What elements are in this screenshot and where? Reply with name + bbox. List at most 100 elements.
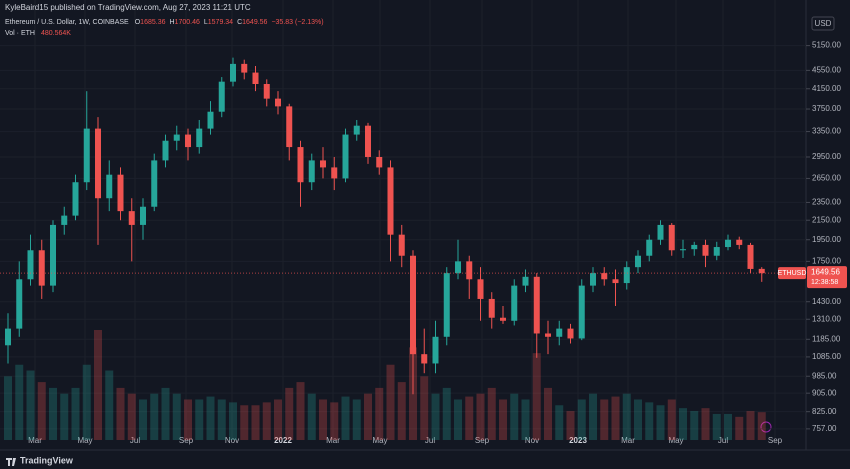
currency-box — [811, 16, 835, 31]
volume-bar — [431, 393, 440, 440]
ohlc-letter: C — [237, 19, 242, 26]
candle-body — [455, 261, 461, 274]
x-tick-label: Jul — [130, 436, 140, 445]
candle-body — [72, 182, 79, 216]
candle-body — [601, 273, 608, 280]
ohlc-letter: H — [169, 19, 174, 26]
candle-body — [511, 285, 518, 321]
volume-bar — [645, 402, 654, 440]
volume-legend: Vol · ETH 480.564K — [5, 30, 71, 37]
candle-body — [556, 328, 563, 337]
candle-body — [16, 279, 23, 329]
candle-body — [95, 128, 101, 199]
volume-bar — [172, 393, 181, 440]
candle-body — [522, 276, 529, 286]
candle-body — [533, 276, 540, 334]
volume-bar — [37, 382, 46, 440]
candle-body — [747, 244, 754, 269]
y-tick-label: 905.00 — [812, 388, 837, 397]
volume-bar — [454, 399, 462, 440]
candle-body — [466, 261, 473, 280]
volume-bar — [397, 382, 406, 440]
volume-bar — [105, 370, 114, 440]
volume-name: Vol · ETH — [5, 30, 35, 37]
volume-bar — [82, 364, 91, 440]
ohlc-letter: O — [135, 19, 141, 26]
volume-bar — [622, 393, 631, 440]
y-tick-label: 5150.00 — [812, 41, 841, 50]
candle-body — [5, 328, 11, 346]
y-tick-label: 1310.00 — [812, 314, 841, 323]
y-tick-label: 2950.00 — [812, 152, 841, 161]
volume-bar — [15, 364, 24, 440]
brand: TradingView — [20, 455, 74, 465]
ohlc-value: 1685.36 — [140, 19, 165, 26]
volume-bar — [690, 411, 699, 440]
candle-body — [477, 279, 484, 299]
volume-bar — [26, 370, 35, 440]
y-tick-label: 757.00 — [812, 424, 837, 433]
volume-bar — [307, 393, 316, 440]
candle-body — [230, 63, 236, 82]
candle-body — [218, 81, 225, 112]
volume-bar — [274, 399, 282, 440]
candle-body — [713, 247, 720, 256]
candle-body — [578, 285, 585, 339]
volume-bar — [667, 399, 676, 440]
y-tick-label: 1950.00 — [812, 235, 841, 244]
ohlc-value: 1700.46 — [175, 19, 200, 26]
candle-body — [263, 84, 270, 99]
volume-bar — [195, 399, 204, 440]
candle-body — [421, 354, 428, 364]
candle-body — [376, 156, 383, 168]
volume-bar — [4, 376, 12, 440]
x-tick-label: Sep — [475, 436, 490, 445]
currency: USD — [815, 19, 832, 28]
y-tick-label: 2650.00 — [812, 174, 841, 183]
volume-bar — [217, 399, 226, 440]
publisher: KyleBaird15 published on TradingView.com… — [5, 3, 251, 12]
volume-bar — [735, 416, 744, 440]
volume-bar — [330, 402, 339, 440]
volume-bar — [611, 396, 620, 440]
volume-bar — [679, 408, 687, 440]
candle-body — [590, 273, 596, 286]
candle-body — [117, 174, 124, 212]
x-tick-label: May — [372, 436, 387, 445]
volume-bar — [544, 387, 552, 440]
candle-body — [691, 244, 698, 250]
x-tick-label: Jul — [425, 436, 435, 445]
price-box — [807, 266, 847, 289]
y-tick-label: 1430.00 — [812, 297, 841, 306]
y-tick-label: 1085.00 — [812, 352, 841, 361]
candle-body — [61, 215, 68, 225]
volume-bar — [532, 353, 541, 440]
volume-bar — [577, 399, 586, 440]
volume-bar — [555, 405, 564, 440]
candle-body — [275, 98, 281, 107]
volume-bar — [499, 399, 507, 440]
candle-body — [432, 336, 439, 364]
change-label: −35.83 (−2.13%) — [271, 19, 323, 26]
candle-body — [128, 211, 135, 225]
volume-bar — [352, 399, 361, 440]
volume-bar — [285, 387, 294, 440]
volume-bar — [206, 396, 215, 440]
candle-body — [297, 147, 304, 183]
candle-body — [38, 250, 45, 286]
y-tick-label: 825.00 — [812, 407, 837, 416]
candle-body — [668, 224, 675, 251]
volume-bar — [656, 405, 665, 440]
volume-bar — [510, 393, 519, 440]
candle-body — [83, 128, 90, 183]
candle-body — [241, 63, 248, 73]
y-tick-label: 3350.00 — [812, 127, 841, 136]
y-tick-label: 4550.00 — [812, 65, 841, 74]
y-tick-label: 1185.00 — [812, 334, 841, 343]
volume-bar — [442, 387, 451, 440]
candle-body — [387, 167, 394, 235]
volume-bar — [262, 402, 271, 440]
candle-body — [106, 174, 113, 199]
candle-body — [286, 106, 293, 148]
y-tick-label: 985.00 — [812, 371, 837, 380]
